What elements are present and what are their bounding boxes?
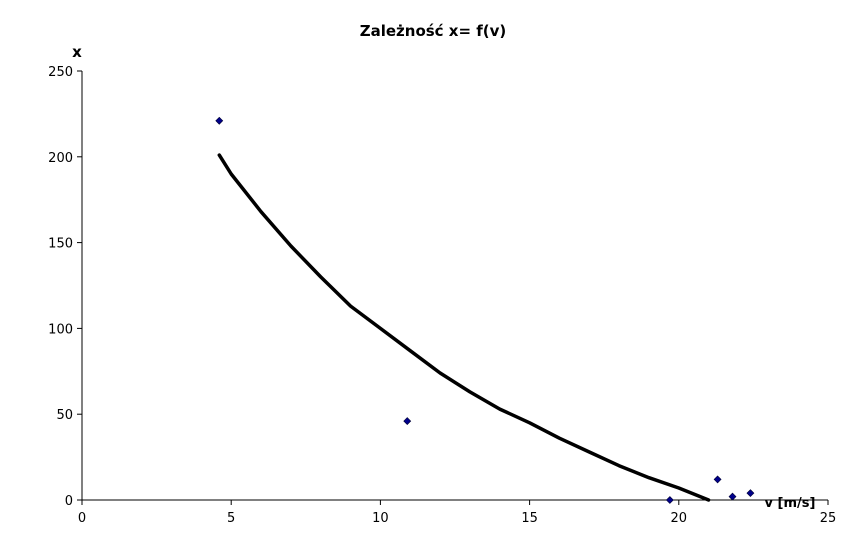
x-tick-label: 20 <box>671 511 688 526</box>
y-tick-label: 250 <box>48 65 73 80</box>
y-ticks: 0 50 100 150 200 250 <box>48 65 82 509</box>
data-point <box>665 496 674 504</box>
x-tick-label: 10 <box>372 511 389 526</box>
x-tick-label: 15 <box>521 511 538 526</box>
axes <box>81 71 828 501</box>
x-tick-label: 25 <box>820 511 837 526</box>
y-tick-label: 150 <box>48 237 73 252</box>
x-axis-label: v [m/s] <box>765 496 816 511</box>
x-tick-label: 0 <box>78 511 86 526</box>
y-tick-label: 100 <box>48 322 73 337</box>
y-tick-label: 0 <box>65 494 73 509</box>
chart-title: Zależność x= f(v) <box>360 22 507 40</box>
trend-line <box>217 153 711 502</box>
x-ticks: 0 5 10 15 20 25 <box>78 500 836 526</box>
data-point <box>746 489 755 498</box>
plot-area <box>215 116 755 504</box>
data-point <box>713 475 722 484</box>
data-point <box>403 417 412 425</box>
y-tick-label: 200 <box>48 151 73 166</box>
y-axis-label: x <box>72 43 82 61</box>
y-tick-label: 50 <box>56 408 73 423</box>
data-point <box>728 492 737 501</box>
data-point <box>215 116 224 125</box>
x-tick-label: 5 <box>227 511 235 526</box>
